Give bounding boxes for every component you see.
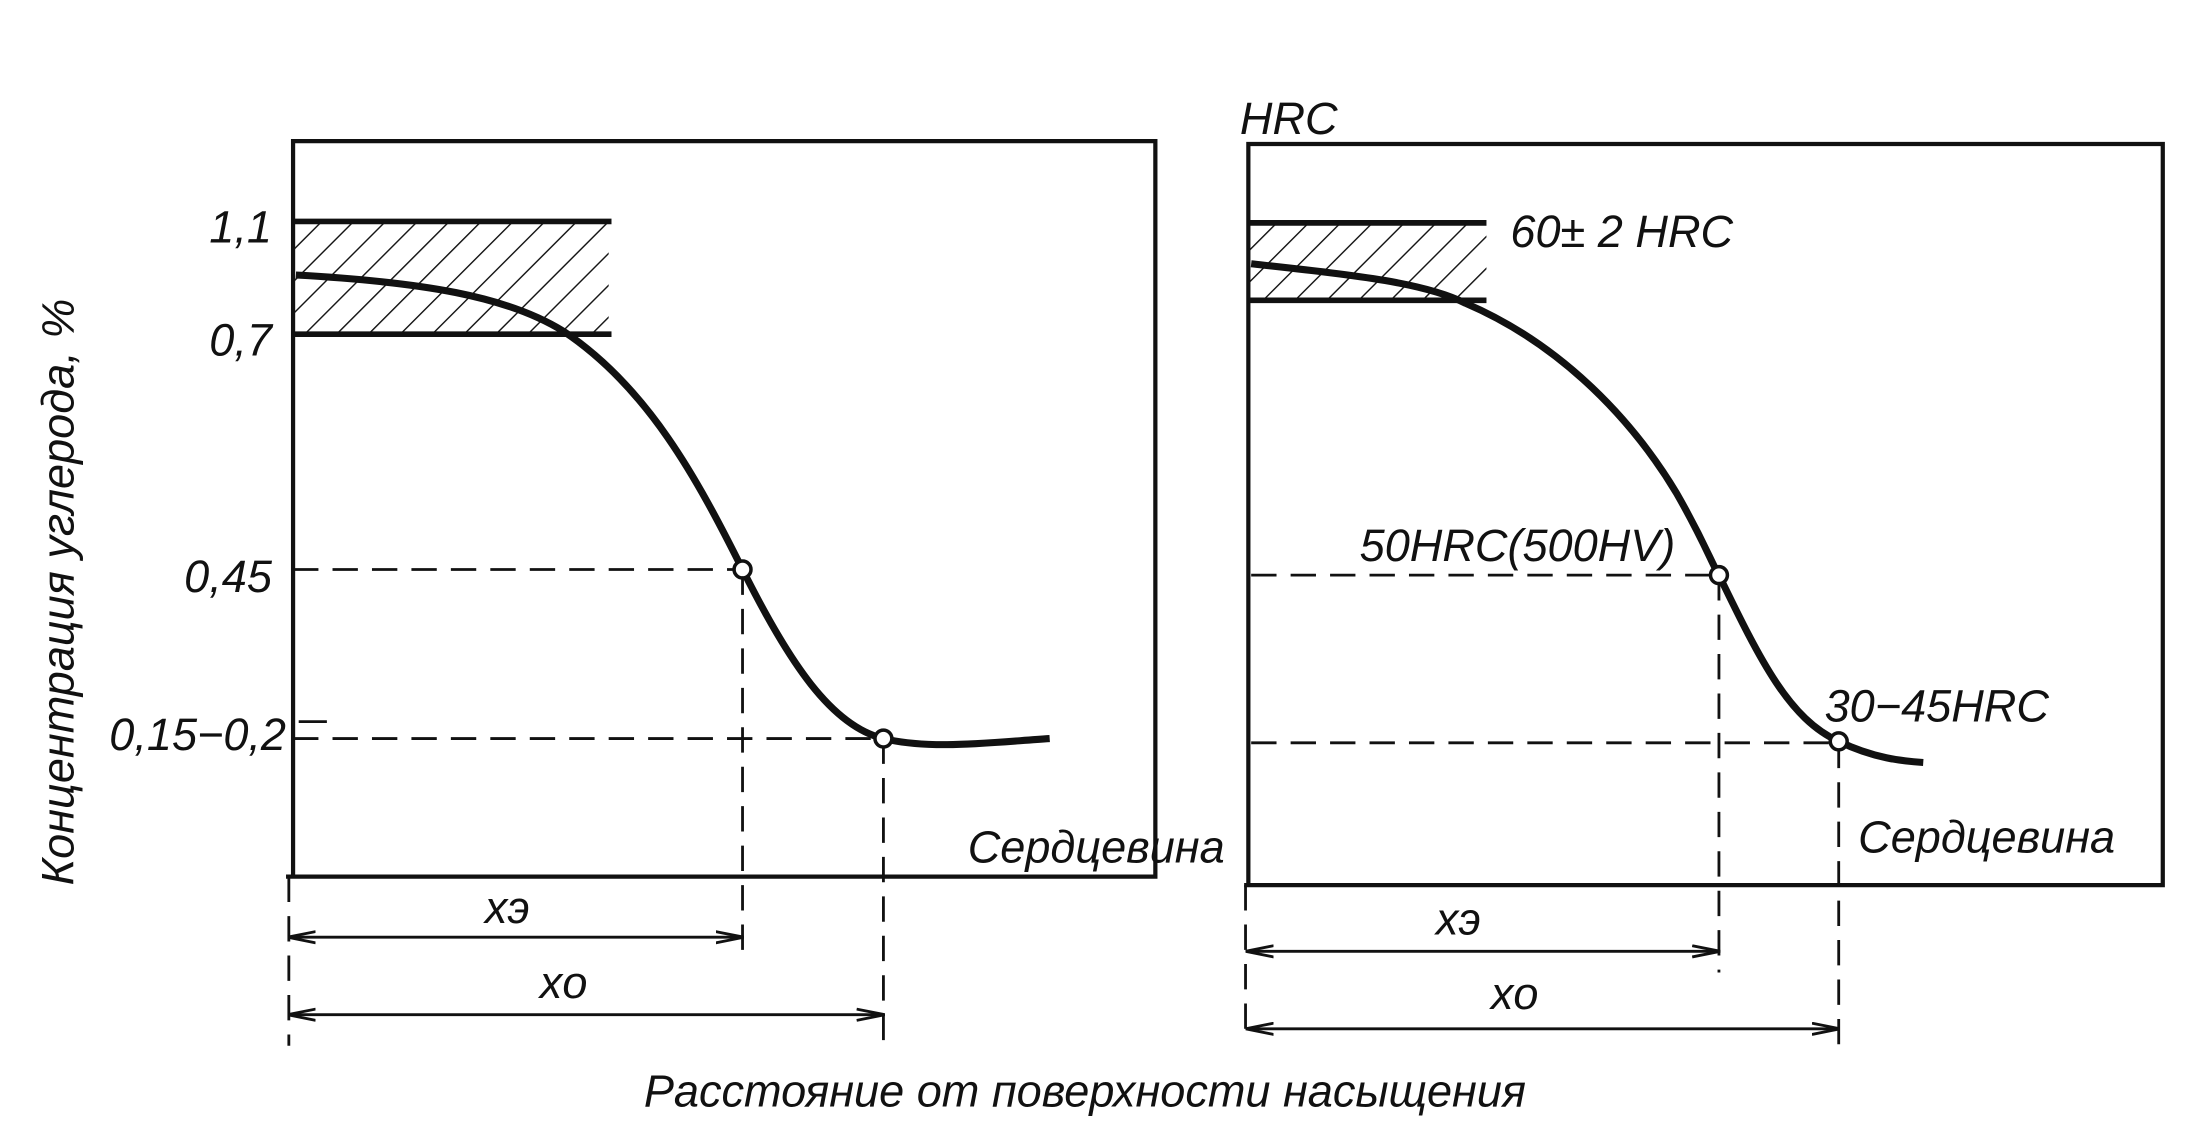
point (873, 728, 894, 749)
x-axis-label: Расстояние от поверхности насыщения (644, 1065, 1526, 1116)
curve (295, 271, 1050, 749)
dimension-label: xо (538, 957, 588, 1008)
core-label: Сердцевина (968, 822, 1225, 873)
y-label: 1,1 (209, 202, 272, 253)
y-unit: HRC (1240, 93, 1338, 144)
hatched-band (1248, 222, 1487, 301)
core-label: Сердцевина (1858, 812, 2115, 863)
y-label: 0,15−0,2 (109, 709, 286, 760)
y-label: 0,7 (209, 314, 274, 365)
annotation: 30−45HRC (1825, 681, 2050, 732)
curve (1250, 260, 1924, 767)
y-label: 0,45 (184, 551, 273, 602)
point (1708, 564, 1730, 586)
frame (286, 139, 1158, 879)
left-panel: 1,1 0,7 0,45 0,15−0,2 Сердцевина xэ xо (109, 139, 1225, 1050)
dimension-label: xэ (483, 882, 530, 933)
right-panel: HRC 60± 2 HRC 50HRC(500HV) 30−45HRC Серд… (1240, 93, 2165, 1050)
annotation: 50HRC(500HV) (1360, 520, 1676, 571)
point (1828, 731, 1849, 752)
point (732, 559, 753, 580)
annotation: 60± 2 HRC (1510, 206, 1733, 257)
dimension-label: xо (1489, 968, 1539, 1019)
frame (1244, 141, 2165, 888)
y-axis-label: Концентрация углерода, % (32, 299, 83, 886)
dimension-label: xэ (1434, 893, 1481, 944)
